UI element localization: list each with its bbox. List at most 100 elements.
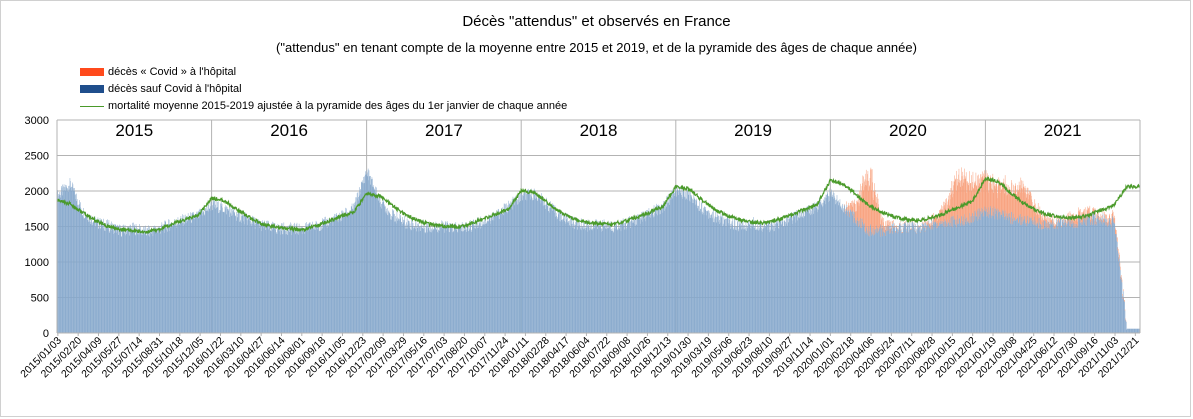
bar-non-covid bbox=[840, 205, 841, 333]
bar-non-covid bbox=[669, 196, 671, 333]
bar-covid bbox=[854, 211, 856, 224]
bar-non-covid bbox=[94, 216, 96, 333]
bar-non-covid bbox=[937, 227, 938, 333]
bar-non-covid bbox=[389, 219, 391, 333]
bar-covid bbox=[854, 199, 855, 212]
bar-non-covid bbox=[722, 223, 724, 333]
bar-covid bbox=[909, 224, 910, 226]
bar-non-covid bbox=[359, 195, 360, 333]
bar-non-covid bbox=[1115, 237, 1117, 333]
bar-non-covid bbox=[420, 225, 422, 333]
bar-non-covid bbox=[1020, 225, 1021, 333]
bar-non-covid bbox=[842, 210, 844, 333]
bar-non-covid bbox=[95, 222, 97, 333]
bar-non-covid bbox=[863, 226, 864, 333]
bar-non-covid bbox=[120, 225, 122, 333]
bar-covid bbox=[849, 212, 850, 218]
bar-non-covid bbox=[246, 215, 247, 333]
bar-non-covid bbox=[893, 228, 895, 333]
bar-non-covid bbox=[104, 230, 106, 333]
bar-covid bbox=[1115, 227, 1116, 234]
bar-non-covid bbox=[182, 226, 184, 333]
bar-covid bbox=[914, 229, 916, 231]
bar-non-covid bbox=[702, 212, 704, 333]
bar-non-covid bbox=[408, 221, 410, 333]
bar-non-covid bbox=[583, 220, 584, 333]
bar-non-covid bbox=[504, 203, 506, 333]
bar-non-covid bbox=[1045, 226, 1047, 333]
bar-non-covid bbox=[233, 210, 235, 333]
bar-non-covid bbox=[327, 224, 328, 333]
bar-non-covid bbox=[378, 202, 380, 333]
bar-non-covid bbox=[778, 228, 780, 333]
bar-non-covid bbox=[656, 205, 658, 333]
bar-covid bbox=[919, 230, 921, 232]
bar-non-covid bbox=[853, 222, 854, 333]
bar-non-covid bbox=[1108, 222, 1109, 333]
bar-non-covid bbox=[175, 226, 176, 333]
bar-non-covid bbox=[289, 224, 290, 333]
bar-covid bbox=[912, 220, 914, 222]
bar-non-covid bbox=[87, 219, 88, 333]
bar-non-covid bbox=[1130, 328, 1132, 333]
bar-non-covid bbox=[229, 206, 231, 333]
bar-non-covid bbox=[392, 210, 394, 333]
bar-covid bbox=[1088, 207, 1090, 214]
bar-non-covid bbox=[821, 202, 823, 333]
bar-non-covid bbox=[268, 220, 269, 333]
bar-non-covid bbox=[555, 216, 556, 333]
bar-non-covid bbox=[853, 212, 855, 333]
bar-non-covid bbox=[816, 209, 818, 333]
bar-non-covid bbox=[978, 218, 980, 333]
bar-non-covid bbox=[949, 219, 950, 333]
bar-non-covid bbox=[581, 230, 582, 333]
bar-covid bbox=[1037, 210, 1039, 223]
bar-covid bbox=[1076, 216, 1077, 224]
bar-non-covid bbox=[742, 221, 744, 333]
bar-non-covid bbox=[976, 215, 977, 333]
bar-non-covid bbox=[932, 229, 933, 333]
bar-non-covid bbox=[1097, 214, 1099, 333]
bar-non-covid bbox=[793, 214, 794, 333]
bar-non-covid bbox=[1023, 219, 1024, 333]
bar-non-covid bbox=[527, 191, 528, 333]
bar-covid bbox=[866, 185, 867, 229]
bar-non-covid bbox=[164, 232, 165, 333]
bar-non-covid bbox=[67, 188, 69, 333]
bar-non-covid bbox=[1055, 227, 1056, 333]
bar-covid bbox=[1046, 217, 1047, 224]
bar-non-covid bbox=[660, 214, 662, 333]
bar-non-covid bbox=[136, 226, 137, 333]
bar-non-covid bbox=[278, 225, 280, 333]
bar-non-covid bbox=[943, 221, 945, 333]
bar-non-covid bbox=[1106, 225, 1107, 333]
bar-non-covid bbox=[966, 223, 967, 333]
bar-non-covid bbox=[1109, 225, 1111, 333]
bar-covid bbox=[860, 198, 861, 228]
bar-non-covid bbox=[820, 200, 822, 333]
bar-covid bbox=[963, 179, 964, 217]
bar-non-covid bbox=[1114, 223, 1116, 333]
bar-covid bbox=[987, 177, 989, 217]
bar-non-covid bbox=[877, 228, 879, 333]
bar-covid bbox=[893, 225, 894, 228]
bar-non-covid bbox=[297, 232, 299, 333]
bar-covid bbox=[1002, 182, 1003, 217]
bar-non-covid bbox=[1048, 227, 1049, 333]
bar-non-covid bbox=[746, 230, 748, 333]
bar-non-covid bbox=[720, 213, 722, 333]
bar-non-covid bbox=[627, 224, 628, 333]
bar-non-covid bbox=[927, 224, 929, 333]
bar-non-covid bbox=[123, 230, 124, 333]
bar-non-covid bbox=[947, 219, 949, 333]
bar-non-covid bbox=[893, 222, 894, 333]
bar-non-covid bbox=[1041, 224, 1042, 333]
bar-non-covid bbox=[615, 225, 617, 333]
bar-non-covid bbox=[629, 222, 631, 333]
bar-non-covid bbox=[880, 224, 881, 333]
bar-non-covid bbox=[529, 192, 530, 333]
bar-non-covid bbox=[401, 225, 403, 333]
bar-non-covid bbox=[882, 236, 883, 333]
bar-non-covid bbox=[658, 214, 660, 333]
bar-non-covid bbox=[574, 229, 576, 333]
